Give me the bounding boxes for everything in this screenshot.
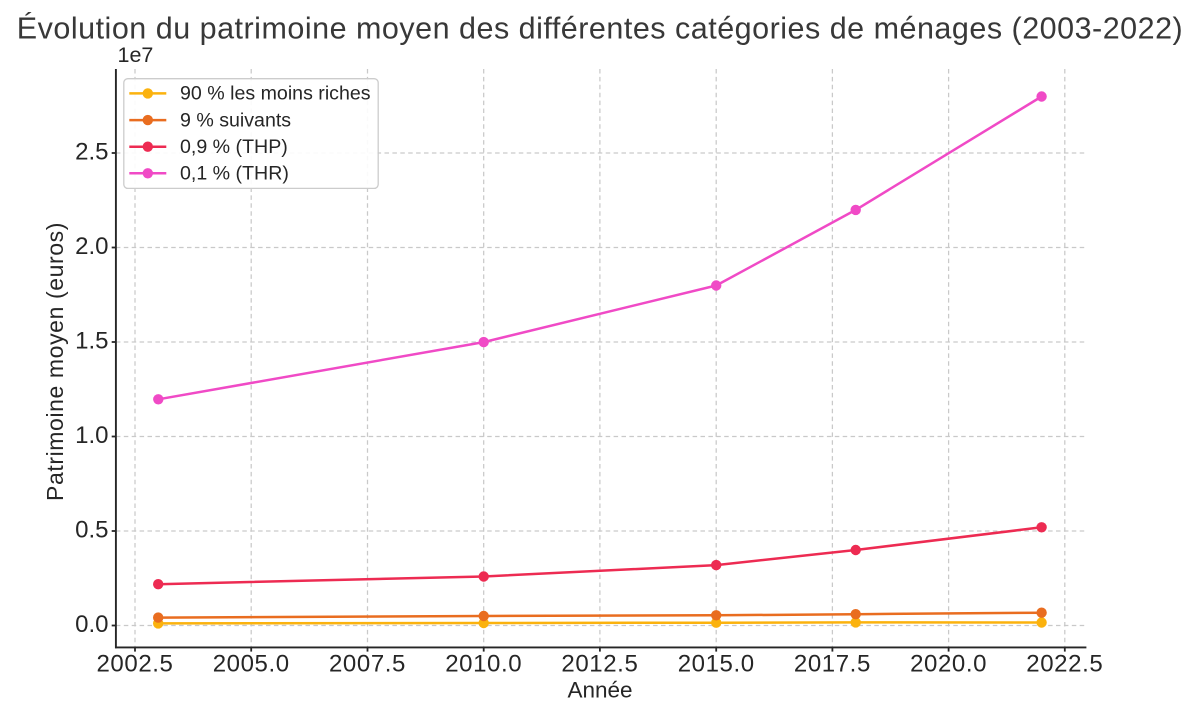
- svg-text:2.5: 2.5: [75, 138, 108, 165]
- svg-text:2010.0: 2010.0: [445, 651, 522, 678]
- svg-text:2005.0: 2005.0: [213, 651, 290, 678]
- svg-text:2017.5: 2017.5: [794, 651, 871, 678]
- svg-text:2012.5: 2012.5: [561, 651, 638, 678]
- svg-text:2015.0: 2015.0: [678, 651, 755, 678]
- svg-text:1.5: 1.5: [75, 327, 108, 354]
- svg-text:9 % suivants: 9 % suivants: [180, 109, 291, 131]
- svg-text:0.5: 0.5: [75, 516, 108, 543]
- svg-text:2022.5: 2022.5: [1026, 651, 1103, 678]
- svg-text:0.0: 0.0: [75, 611, 108, 638]
- svg-text:2002.5: 2002.5: [96, 651, 173, 678]
- svg-text:90 % les moins riches: 90 % les moins riches: [180, 83, 371, 105]
- svg-text:0,9 % (THP): 0,9 % (THP): [180, 136, 288, 158]
- svg-text:2.0: 2.0: [75, 233, 108, 260]
- svg-text:Année: Année: [567, 678, 632, 703]
- svg-text:2007.5: 2007.5: [329, 651, 406, 678]
- svg-text:0,1 % (THR): 0,1 % (THR): [180, 163, 289, 185]
- svg-text:1.0: 1.0: [75, 422, 108, 449]
- svg-text:Évolution du patrimoine moyen: Évolution du patrimoine moyen des différ…: [17, 11, 1183, 46]
- svg-text:1e7: 1e7: [118, 43, 154, 67]
- svg-text:2020.0: 2020.0: [910, 651, 987, 678]
- svg-text:Patrimoine moyen (euros): Patrimoine moyen (euros): [42, 222, 68, 501]
